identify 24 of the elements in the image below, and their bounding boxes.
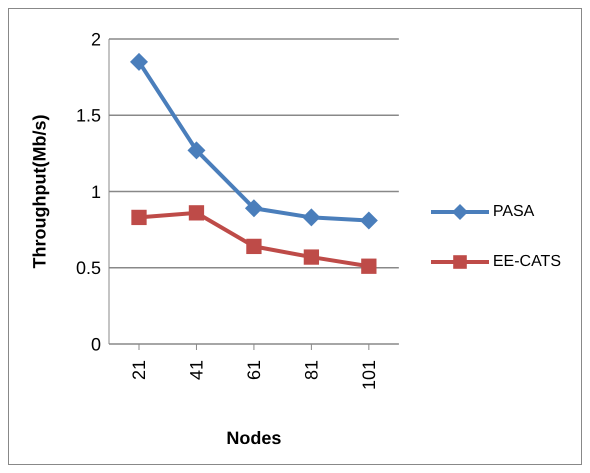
point	[360, 211, 378, 230]
point	[130, 52, 148, 71]
point	[361, 258, 376, 274]
point	[302, 208, 320, 226]
x-tick-label: 101	[358, 360, 379, 390]
y-tick-label: 1.5	[76, 106, 101, 126]
x-tick-label: 81	[301, 360, 322, 380]
y-tick-label: 0.5	[76, 258, 101, 278]
x-axis-title: Nodes	[226, 428, 282, 448]
y-tick-label: 1	[90, 182, 101, 202]
y-tick-label: 2	[90, 29, 101, 50]
y-tick-label: 0	[90, 334, 101, 354]
legend-label: PASA	[492, 202, 534, 220]
x-tick-label: 61	[244, 360, 264, 380]
point	[131, 210, 147, 226]
point	[187, 141, 206, 160]
point	[244, 199, 263, 218]
x-tick-label: 41	[186, 360, 206, 380]
x-tick-label: 21	[129, 360, 149, 380]
point	[246, 238, 262, 254]
point	[188, 205, 204, 220]
point	[304, 249, 320, 265]
legend-label: EE-CATS	[492, 252, 561, 270]
y-axis-title: Throughput(Mb/s)	[29, 114, 50, 268]
